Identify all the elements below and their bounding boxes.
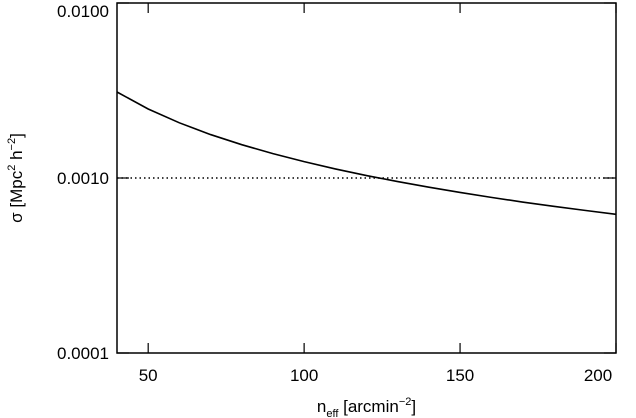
x-tick-label: 100 [290, 366, 318, 385]
ylabel: σ [Mpc2 h−2] [6, 133, 26, 223]
x-tick-label: 200 [584, 366, 612, 385]
xlabel-part: −2 [399, 396, 412, 408]
y-tick-label: 0.0010 [57, 169, 109, 188]
x-tick-label: 50 [139, 366, 158, 385]
ylabel-part: 2 [6, 165, 18, 171]
y-tick-label: 0.0001 [57, 344, 109, 363]
xlabel-part: [arcmin [338, 397, 398, 416]
ylabel-part: h [7, 150, 26, 164]
ylabel-part: σ [Mpc [7, 170, 26, 223]
data-line [116, 91, 617, 216]
xlabel: neff [arcmin−2] [317, 396, 416, 418]
xlabel-part: ] [411, 397, 416, 416]
x-tick-label: 150 [446, 366, 474, 385]
ylabel-part: ] [7, 133, 26, 138]
xlabel-part: n [317, 397, 326, 416]
xlabel-part: eff [326, 408, 339, 418]
y-tick-label: 0.0100 [57, 2, 109, 21]
ylabel-part: −2 [6, 138, 18, 151]
